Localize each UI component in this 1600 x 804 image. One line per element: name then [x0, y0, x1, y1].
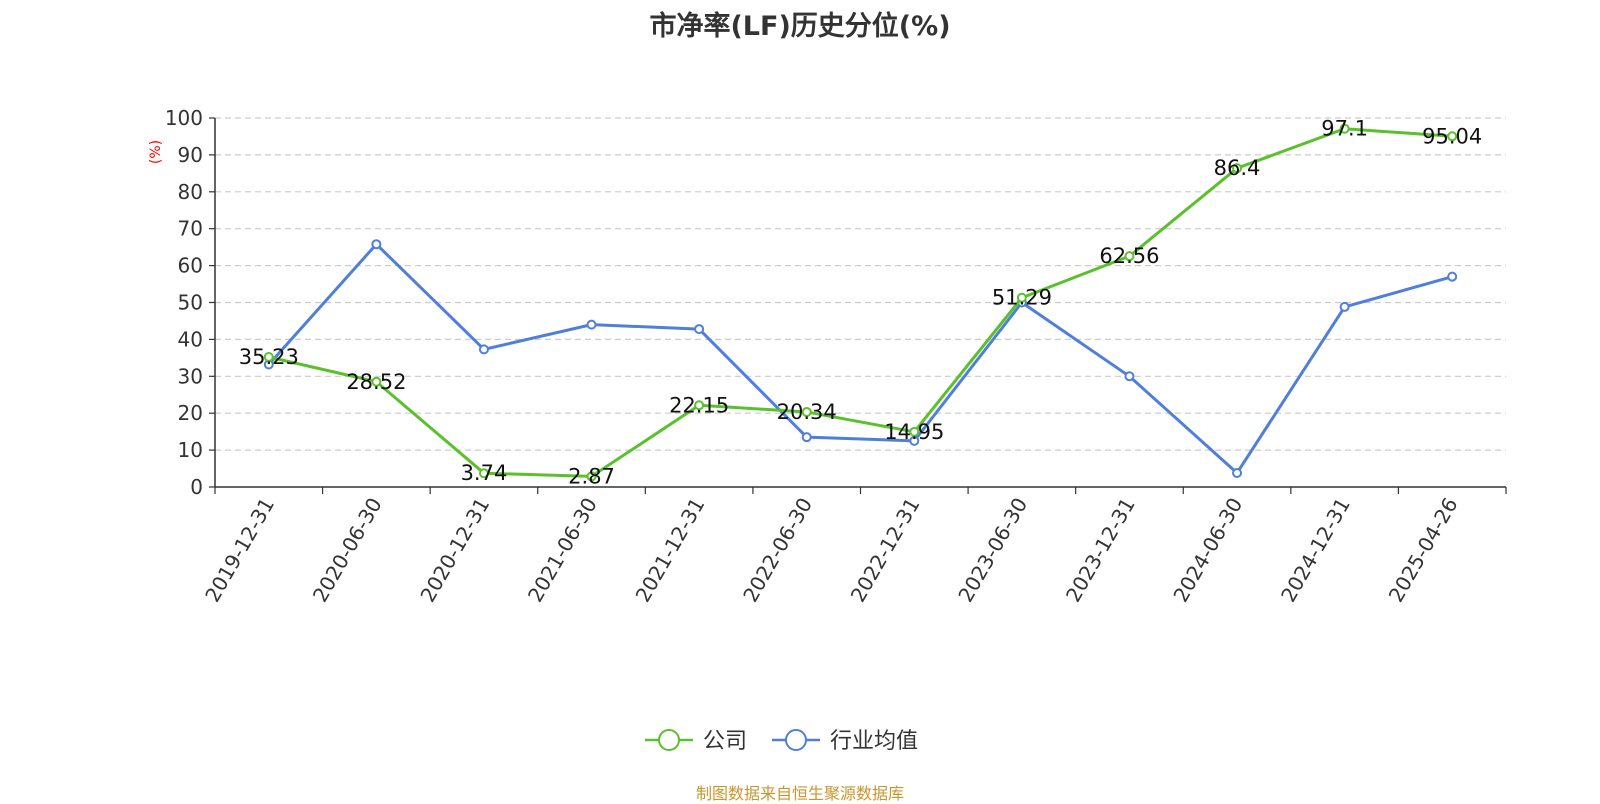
data-point[interactable] [909, 435, 920, 446]
data-label: 51.29 [992, 286, 1052, 310]
x-tick-label: 2023-12-31 [1061, 494, 1140, 607]
data-point[interactable] [1124, 371, 1135, 382]
x-tick-label: 2025-04-26 [1384, 494, 1463, 607]
legend-label: 公司 [703, 729, 747, 754]
y-tick-label: 60 [178, 254, 203, 278]
chart-title: 市净率(LF)历史分位(%) [649, 11, 951, 42]
data-label: 35.23 [239, 345, 299, 369]
y-tick-label: 80 [178, 180, 203, 204]
data-point[interactable] [371, 376, 382, 387]
series-1 [263, 239, 1458, 478]
legend-label: 行业均值 [830, 729, 918, 754]
legend-marker [785, 729, 807, 751]
y-tick-label: 0 [190, 475, 203, 499]
data-point[interactable] [478, 344, 489, 355]
legend[interactable]: 公司 行业均值 [645, 729, 918, 754]
x-tick-label: 2020-12-31 [415, 494, 494, 607]
series-0 [263, 123, 1458, 482]
x-tick-label: 2021-06-30 [523, 494, 602, 607]
data-point[interactable] [1339, 301, 1350, 312]
data-point[interactable] [1232, 163, 1243, 174]
data-point[interactable] [586, 471, 597, 482]
x-tick-label: 2024-06-30 [1168, 494, 1247, 607]
y-tick-label: 20 [178, 401, 203, 425]
data-point[interactable] [909, 426, 920, 437]
x-tick-labels: 2019-12-31 2020-06-30 2020-12-31 2021-06-30… [200, 487, 1507, 607]
data-point[interactable] [371, 239, 382, 250]
data-labels: 35.23 28.52 3.74 2.87 22.15 20.34 14.95 51.29 62… [239, 117, 1483, 489]
data-point[interactable] [801, 406, 812, 417]
data-point[interactable] [1124, 251, 1135, 262]
y-tick-label: 40 [178, 327, 203, 351]
series-line [268, 127, 1453, 478]
data-point[interactable] [694, 400, 705, 411]
y-tick-label: 10 [178, 438, 203, 462]
data-point[interactable] [1232, 467, 1243, 478]
legend-marker [658, 729, 680, 751]
data-label: 95.04 [1422, 124, 1482, 148]
grid-lines [215, 117, 1506, 451]
legend-item[interactable]: 公司 [645, 729, 747, 754]
data-label: 14.95 [884, 420, 944, 444]
data-point[interactable] [1339, 123, 1350, 134]
data-label: 86.4 [1214, 156, 1261, 180]
data-point[interactable] [1016, 292, 1027, 303]
y-tick-label: 100 [165, 106, 203, 130]
data-label: 2.87 [568, 464, 615, 488]
x-tick-label: 2019-12-31 [200, 494, 279, 607]
x-tick-label: 2022-06-30 [738, 494, 817, 607]
data-point[interactable] [586, 319, 597, 330]
data-point[interactable] [694, 324, 705, 335]
data-label: 97.1 [1321, 117, 1368, 141]
legend-item[interactable]: 行业均值 [772, 729, 918, 754]
series-lines [263, 123, 1458, 482]
x-tick-label: 2023-06-30 [953, 494, 1032, 607]
data-point[interactable] [1447, 271, 1458, 282]
data-point[interactable] [263, 352, 274, 363]
data-label: 22.15 [669, 393, 729, 417]
x-tick-label: 2024-12-31 [1276, 494, 1355, 607]
series-line [267, 242, 1453, 475]
data-label: 20.34 [777, 400, 837, 424]
x-tick-label: 2022-12-31 [846, 494, 925, 607]
x-tick-label: 2020-06-30 [308, 494, 387, 607]
data-point[interactable] [1447, 131, 1458, 142]
y-tick-label: 90 [178, 143, 203, 167]
data-label: 28.52 [346, 370, 406, 394]
y-tick-label: 50 [178, 291, 203, 315]
data-label: 3.74 [461, 461, 508, 485]
data-label: 62.56 [1099, 244, 1159, 268]
data-point[interactable] [801, 432, 812, 443]
y-tick-label: 30 [178, 364, 203, 388]
x-tick-label: 2021-12-31 [631, 494, 710, 607]
data-point[interactable] [478, 468, 489, 479]
y-tick-labels: 0 10 20 30 40 50 60 70 80 90 100 [165, 106, 215, 499]
source-note: 制图数据来自恒生聚源数据库 [695, 784, 904, 803]
y-axis-label: (%) [148, 140, 164, 164]
y-tick-label: 70 [178, 217, 203, 241]
